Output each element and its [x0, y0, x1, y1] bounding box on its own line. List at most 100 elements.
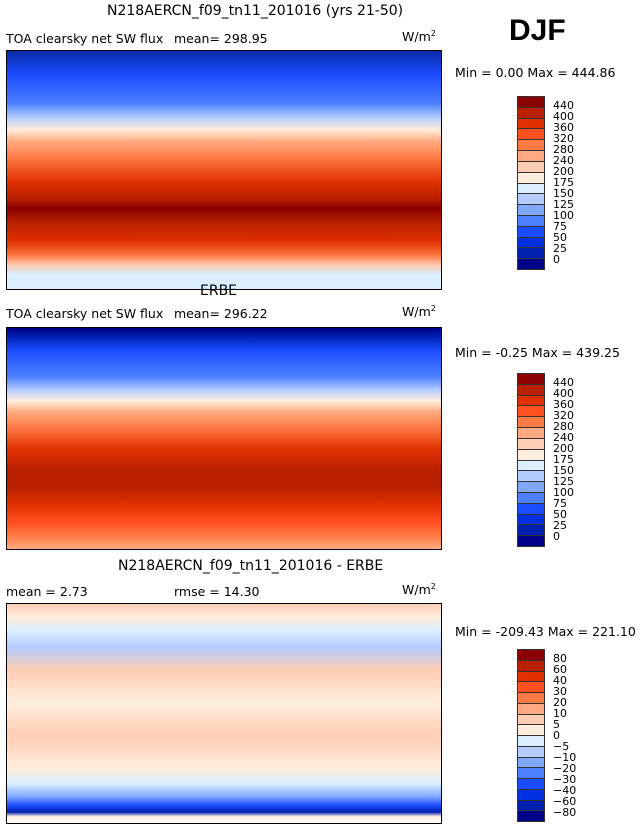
colorbar-swatch [518, 682, 544, 693]
colorbar-label: 5 [553, 718, 560, 731]
colorbar-label: −20 [553, 762, 577, 775]
colorbar-swatch [518, 129, 544, 141]
colorbar-label: 25 [553, 242, 567, 255]
colorbar-swatch [518, 503, 544, 515]
colorbar-label: 125 [553, 198, 574, 211]
colorbar-swatch [518, 161, 544, 173]
colorbar-swatch [518, 226, 544, 238]
units-text: W/m [402, 304, 431, 320]
units-sup: 2 [430, 582, 436, 591]
colorbar-label: 50 [553, 231, 567, 244]
colorbar-swatch [518, 449, 544, 461]
colorbar-swatch [518, 107, 544, 119]
colorbar-label: 100 [553, 486, 574, 499]
colorbar-swatch [518, 660, 544, 672]
colorbar-swatch [518, 259, 544, 269]
colorbar-label: 150 [553, 187, 574, 200]
colorbar-label: 20 [553, 696, 567, 709]
panel2-minmax: Min = -0.25 Max = 439.25 [455, 345, 620, 360]
panel1-map [6, 50, 442, 290]
colorbar-swatch [518, 374, 544, 385]
colorbar-label: 400 [553, 110, 574, 123]
colorbar-swatch [518, 140, 544, 152]
colorbar-swatch [518, 789, 544, 801]
colorbar-label: 200 [553, 442, 574, 455]
panel1-mean: mean= 298.95 [174, 31, 268, 46]
colorbar-label: 75 [553, 497, 567, 510]
panel3-map [6, 603, 442, 824]
colorbar-label: 75 [553, 220, 567, 233]
panel2-mean: mean= 296.22 [174, 306, 268, 321]
colorbar-swatch [518, 395, 544, 407]
colorbar-swatch [518, 779, 544, 790]
colorbar-swatch [518, 151, 544, 162]
colorbar-label: 40 [553, 674, 567, 687]
panel3-rmse: rmse = 14.30 [174, 584, 260, 599]
colorbar-label: 240 [553, 431, 574, 444]
panel1-minmax: Min = 0.00 Max = 444.86 [455, 65, 616, 80]
colorbar-swatch [518, 703, 544, 715]
colorbar-swatch [518, 536, 544, 546]
colorbar-label: 175 [553, 453, 574, 466]
colorbar-swatch [518, 172, 544, 184]
colorbar-swatch [518, 97, 544, 108]
colorbar-label: 360 [553, 121, 574, 134]
colorbar-swatch [518, 215, 544, 227]
units-text: W/m [402, 29, 431, 45]
colorbar-label: −40 [553, 784, 577, 797]
colorbar-label: −60 [553, 795, 577, 808]
colorbar-swatch [518, 237, 544, 249]
panel1-variable: TOA clearsky net SW flux [6, 31, 164, 46]
colorbar-label: 0 [553, 729, 560, 742]
colorbar-label: 320 [553, 409, 574, 422]
colorbar-label: 200 [553, 165, 574, 178]
panel2-units: W/m2 [402, 304, 436, 319]
colorbar-swatch [518, 492, 544, 504]
colorbar-swatch [518, 205, 544, 216]
colorbar-swatch [518, 384, 544, 396]
panel1-title: N218AERCN_f09_tn11_201016 (yrs 21-50) [107, 3, 404, 19]
colorbar-label: 60 [553, 663, 567, 676]
colorbar-swatch [518, 183, 544, 195]
panel2-map [6, 327, 442, 550]
panel1-units: W/m2 [402, 29, 436, 44]
colorbar-swatch [518, 693, 544, 704]
colorbar-label: −30 [553, 773, 577, 786]
colorbar-swatch [518, 118, 544, 130]
colorbar-swatch [518, 471, 544, 483]
colorbar-label: 360 [553, 398, 574, 411]
colorbar-label: 150 [553, 464, 574, 477]
panel3-colorbar [517, 649, 545, 822]
units-sup: 2 [430, 29, 436, 38]
colorbar-swatch [518, 482, 544, 493]
colorbar-swatch [518, 714, 544, 726]
colorbar-swatch [518, 811, 544, 821]
panel3-title: N218AERCN_f09_tn11_201016 - ERBE [118, 558, 384, 574]
colorbar-label: 125 [553, 475, 574, 488]
colorbar-swatch [518, 460, 544, 472]
colorbar-swatch [518, 525, 544, 537]
colorbar-swatch [518, 736, 544, 747]
colorbar-swatch [518, 800, 544, 812]
colorbar-label: 280 [553, 420, 574, 433]
colorbar-swatch [518, 746, 544, 758]
colorbar-swatch [518, 514, 544, 526]
colorbar-label: 440 [553, 376, 574, 389]
panel2-colorbar [517, 373, 545, 547]
colorbar-label: 320 [553, 132, 574, 145]
colorbar-label: 25 [553, 519, 567, 532]
panel1-colorbar-labels: 440 400 360 320 280 240 200 175 150 125 100 75 50 25 0 [553, 99, 574, 265]
colorbar-swatch [518, 671, 544, 683]
colorbar-swatch [518, 725, 544, 736]
colorbar-swatch [518, 417, 544, 429]
colorbar-label: −10 [553, 751, 577, 764]
panel3-minmax: Min = -209.43 Max = 221.10 [455, 624, 636, 639]
panel1-colorbar [517, 96, 545, 270]
colorbar-swatch [518, 438, 544, 450]
colorbar-label: 440 [553, 99, 574, 112]
units-text: W/m [402, 582, 431, 598]
colorbar-swatch [518, 248, 544, 260]
colorbar-label: 50 [553, 508, 567, 521]
colorbar-swatch [518, 406, 544, 418]
panel3-units: W/m2 [402, 582, 436, 597]
